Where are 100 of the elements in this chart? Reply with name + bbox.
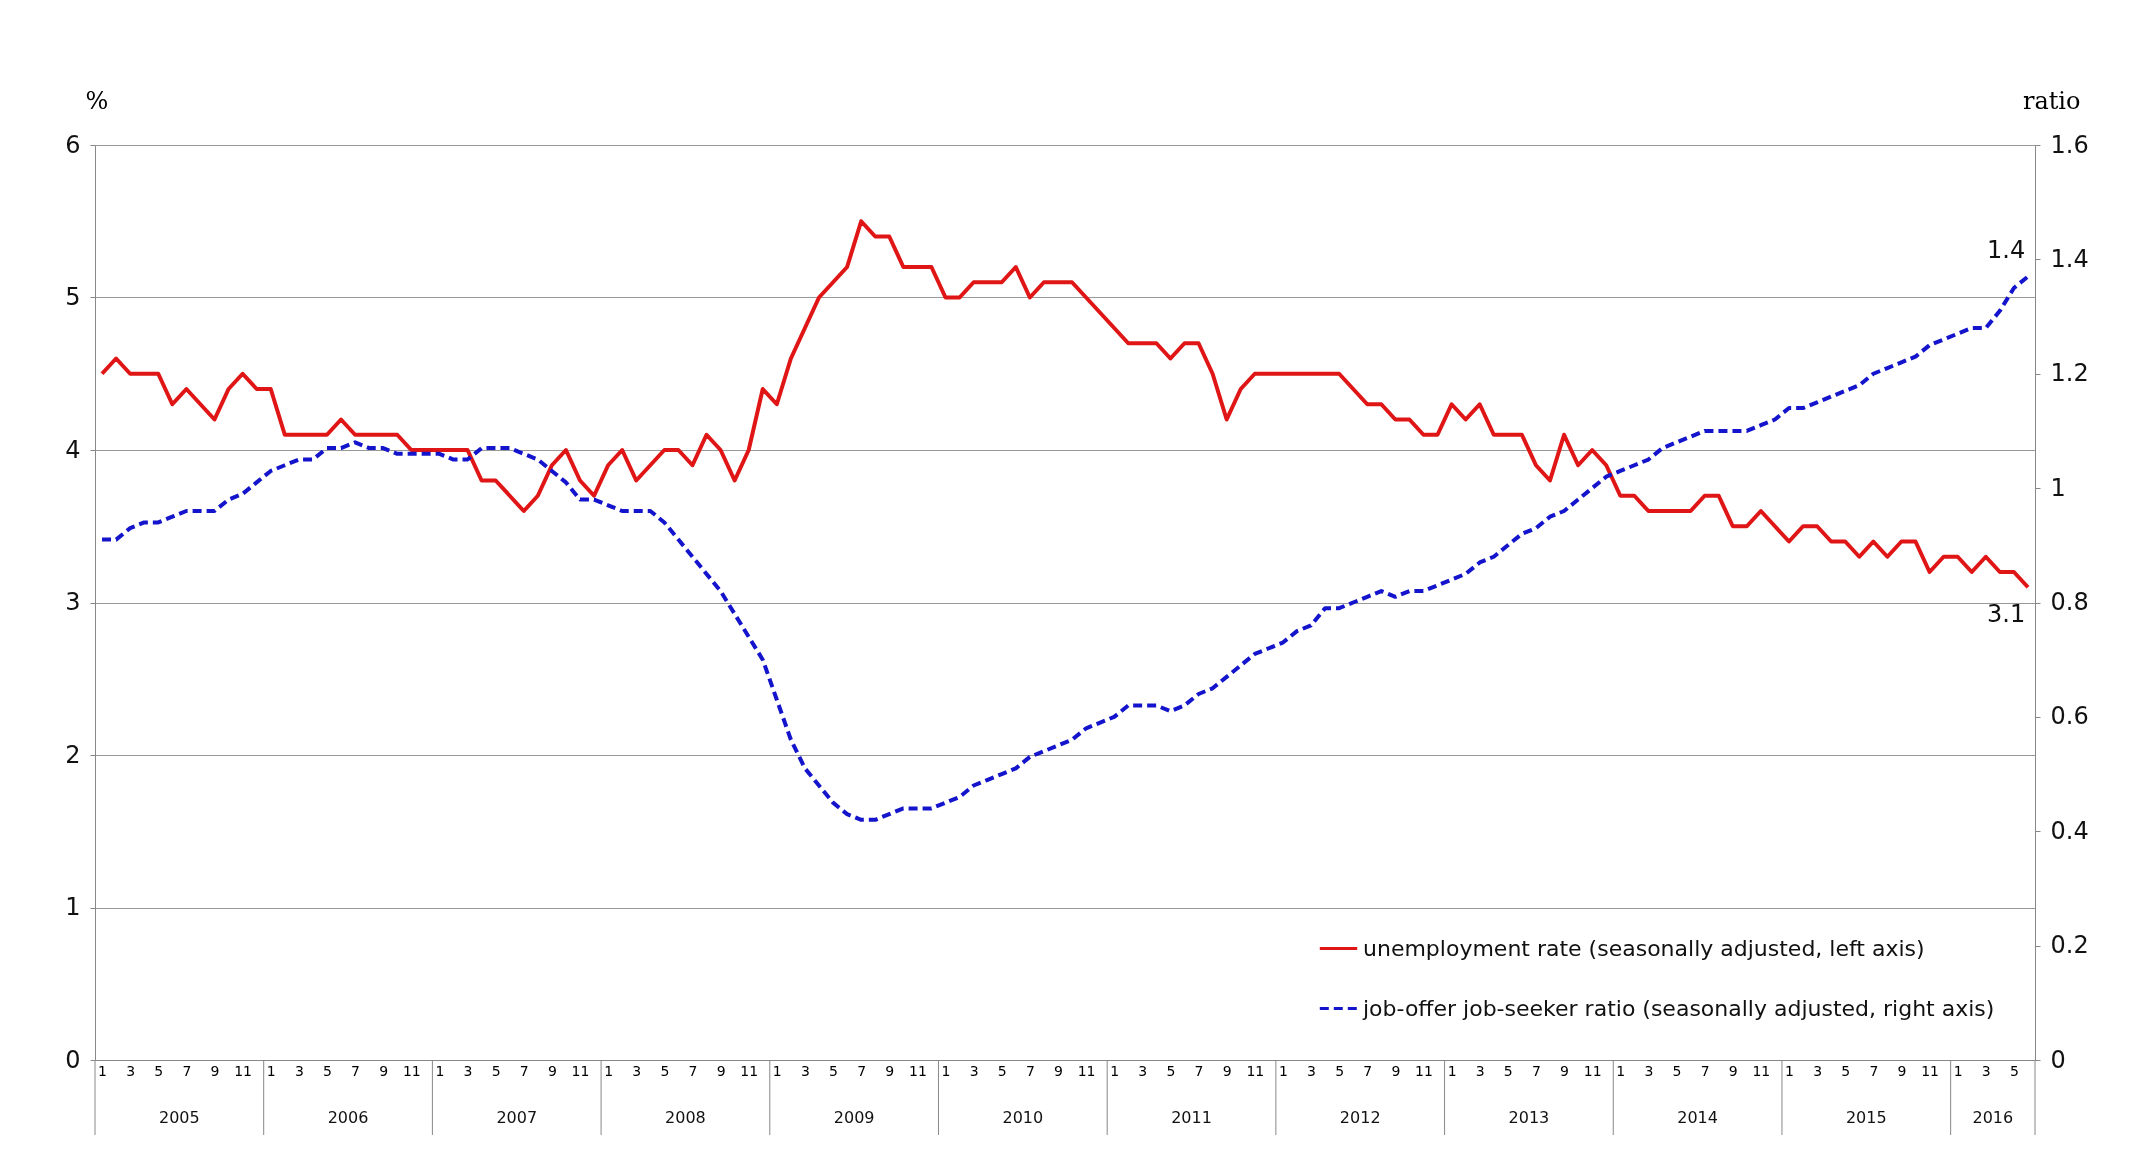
- x-tick-label: 11: [908, 1062, 927, 1079]
- x-tick-label: 9: [547, 1062, 557, 1079]
- x-tick-label: 11: [1921, 1062, 1939, 1079]
- y2-tick-label: 1: [2050, 473, 2066, 502]
- y2-tick-label: 1.2: [2050, 359, 2089, 388]
- x-tick-label: 11: [571, 1062, 590, 1079]
- text: 2015: [1845, 1108, 1887, 1127]
- line-series: [100, 219, 2030, 590]
- x-tick-label: 11: [1583, 1062, 1602, 1079]
- x-tick-label: 3: [800, 1062, 810, 1079]
- y2-tick-label: 1.6: [2050, 130, 2089, 159]
- x-tick-label: 1: [772, 1062, 782, 1079]
- text: 2012: [1339, 1108, 1381, 1127]
- y2-axis-title: ratio: [2022, 86, 2081, 115]
- x-tick-label: 5: [2009, 1062, 2019, 1079]
- x-tick-label: 7: [182, 1062, 192, 1079]
- x-tick-label: 3: [1813, 1062, 1823, 1079]
- x-tick-label: 9: [379, 1062, 389, 1079]
- x-tick-label: 1: [604, 1062, 614, 1079]
- data-label: 1.4: [1986, 235, 2026, 264]
- x-tick-label: 5: [1335, 1062, 1345, 1079]
- x-tick-label: 11: [740, 1062, 759, 1079]
- x-tick-label: 1: [1278, 1062, 1288, 1079]
- y-axis-title: %: [85, 86, 109, 115]
- legend-label: unemployment rate (seasonally adjusted, left axis): [1363, 935, 1925, 961]
- x-tick-label: 5: [997, 1062, 1007, 1079]
- text: 2014: [1677, 1108, 1718, 1127]
- x-tick-label: 11: [402, 1062, 421, 1079]
- x-tick-label: 9: [885, 1062, 895, 1079]
- x-tick-label: 1: [1447, 1062, 1457, 1079]
- y2-tick-label: 0.8: [2050, 588, 2089, 616]
- x-tick-label: 1: [1953, 1062, 1963, 1079]
- data-label: 3.1: [1986, 600, 2026, 629]
- text: 2005: [158, 1108, 200, 1127]
- x-tick-label: 1: [1110, 1062, 1120, 1079]
- text: 2011: [1171, 1108, 1212, 1127]
- x-tick-label: 1: [1785, 1062, 1794, 1079]
- y2-tick-label: 0.4: [2050, 816, 2089, 845]
- x-tick-label: 7: [857, 1062, 867, 1079]
- x-tick-label: 9: [1222, 1062, 1232, 1079]
- y2-tick-label: 0.6: [2050, 702, 2089, 731]
- x-tick-label: 9: [1897, 1062, 1907, 1079]
- x-tick-label: 5: [1672, 1062, 1682, 1079]
- x-tick-label: 11: [1752, 1062, 1771, 1079]
- y2-tick-label: 0.2: [2050, 931, 2089, 960]
- x-tick-label: 1: [941, 1062, 951, 1079]
- x-tick-label: 3: [1644, 1062, 1654, 1079]
- y2-tick-label: 0: [2050, 1045, 2066, 1074]
- legend-label: job-offer job-seeker ratio (seasonally adjusted, right axis): [1362, 995, 1995, 1021]
- x-tick-label: 5: [491, 1062, 501, 1079]
- y2-tick-label: 1.4: [2050, 244, 2089, 273]
- y-tick-label: 2: [65, 740, 81, 769]
- text: 2007: [496, 1108, 538, 1127]
- x-tick-label: 11: [234, 1062, 253, 1079]
- x-tick-label: 3: [126, 1062, 136, 1079]
- x-tick-label: 7: [519, 1062, 529, 1079]
- x-tick-label: 1: [435, 1062, 445, 1079]
- x-tick-label: 9: [1728, 1062, 1738, 1079]
- x-tick-label: 1: [98, 1062, 107, 1079]
- x-tick-label: 7: [688, 1062, 698, 1079]
- x-tick-label: 5: [1503, 1062, 1513, 1079]
- x-tick-label: 3: [1475, 1062, 1485, 1079]
- x-tick-label: 11: [1077, 1062, 1096, 1079]
- text: 2013: [1508, 1108, 1550, 1127]
- x-tick-label: 7: [1531, 1062, 1541, 1079]
- x-tick-label: 3: [1138, 1062, 1148, 1079]
- x-tick-label: 5: [323, 1062, 332, 1079]
- x-tick-label: 7: [1363, 1062, 1373, 1079]
- x-tick-label: 5: [829, 1062, 838, 1079]
- x-tick-label: 3: [632, 1062, 642, 1079]
- y-tick-label: 1: [65, 893, 81, 921]
- x-tick-label: 5: [1166, 1062, 1176, 1079]
- x-tick-label: 11: [1415, 1062, 1433, 1079]
- x-tick-label: 7: [1194, 1062, 1204, 1079]
- x-tick-label: 5: [660, 1062, 670, 1079]
- text: 2010: [1002, 1108, 1044, 1127]
- x-tick-label: 3: [1981, 1062, 1991, 1079]
- x-tick-label: 7: [1869, 1062, 1879, 1079]
- y-tick-label: 3: [65, 588, 81, 616]
- y-tick-label: 6: [65, 130, 81, 159]
- y-tick-label: 4: [65, 435, 81, 464]
- x-tick-label: 9: [716, 1062, 726, 1079]
- x-tick-label: 1: [1616, 1062, 1626, 1079]
- text: 2009: [833, 1108, 875, 1127]
- x-tick-label: 5: [1841, 1062, 1851, 1079]
- x-tick-label: 9: [1054, 1062, 1063, 1079]
- x-tick-label: 3: [463, 1062, 473, 1079]
- x-tick-label: 9: [1560, 1062, 1570, 1079]
- x-tick-label: 7: [351, 1062, 361, 1079]
- y-tick-label: 5: [65, 283, 81, 311]
- y-tick-label: 0: [65, 1045, 81, 1074]
- text: 2006: [327, 1108, 369, 1127]
- x-tick-label: 9: [210, 1062, 220, 1079]
- x-tick-label: 9: [1391, 1062, 1401, 1079]
- x-tick-label: 1: [266, 1062, 276, 1079]
- line-series: [100, 274, 2030, 822]
- text: 2016: [1972, 1108, 2014, 1127]
- x-tick-label: 7: [1025, 1062, 1035, 1079]
- x-tick-label: 3: [1307, 1062, 1316, 1079]
- x-tick-label: 7: [1700, 1062, 1710, 1079]
